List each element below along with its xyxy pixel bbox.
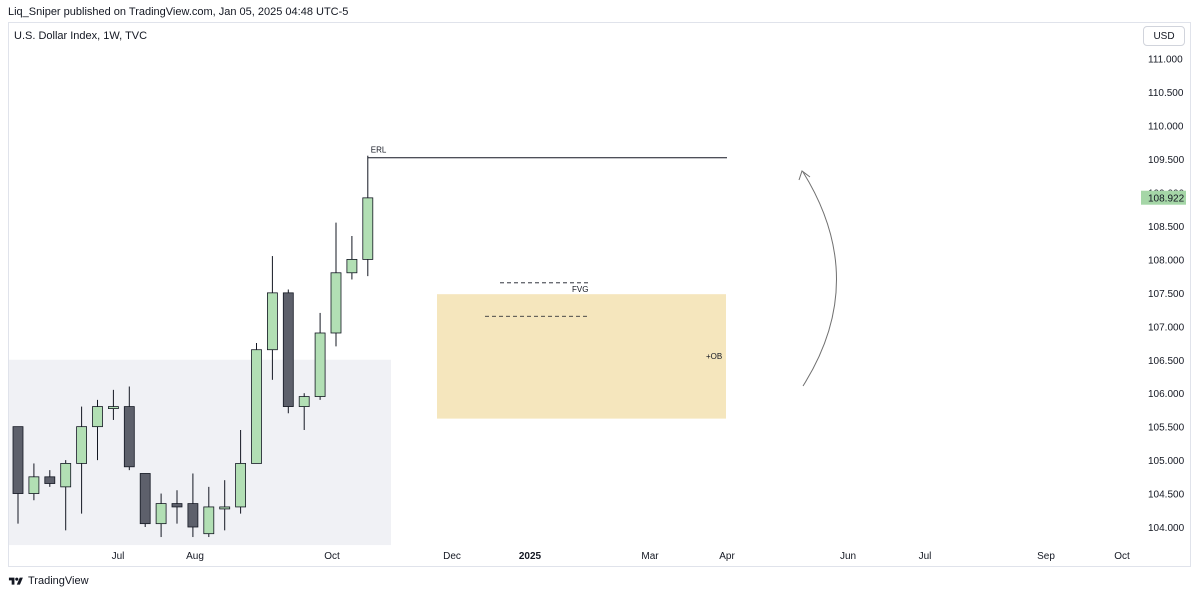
publisher-line: Liq_Sniper published on TradingView.com,… bbox=[8, 6, 349, 18]
y-tick-label: 104.000 bbox=[1148, 523, 1185, 534]
candle-body bbox=[12, 426, 24, 494]
last-price-label: 108.922 bbox=[1148, 194, 1185, 205]
candle-body bbox=[60, 463, 72, 488]
fvg-label: FVG bbox=[572, 285, 588, 294]
candle-body bbox=[203, 506, 215, 535]
candle-body bbox=[171, 503, 183, 508]
footer-brand[interactable]: TradingView bbox=[8, 575, 89, 587]
y-tick-label: 105.500 bbox=[1148, 423, 1185, 434]
candle-body bbox=[235, 463, 247, 508]
last-price-tag bbox=[1141, 190, 1186, 205]
x-tick-label: Oct bbox=[1114, 551, 1130, 562]
x-tick-label: Mar bbox=[641, 551, 659, 562]
erl-label: ERL bbox=[371, 146, 387, 155]
symbol-title: U.S. Dollar Index, 1W, TVC bbox=[14, 30, 148, 42]
candle-body bbox=[251, 349, 262, 464]
arc-arrow-head bbox=[798, 170, 811, 181]
x-tick-label: Dec bbox=[443, 551, 461, 562]
x-tick-label: Jul bbox=[919, 551, 932, 562]
candle-body bbox=[314, 332, 326, 397]
y-tick-label: 107.500 bbox=[1148, 289, 1185, 300]
candle-body bbox=[298, 396, 310, 407]
y-tick-label: 107.000 bbox=[1148, 322, 1185, 333]
range-box bbox=[9, 359, 391, 546]
candle-body bbox=[92, 406, 103, 428]
footer-brand-label: TradingView bbox=[28, 575, 89, 587]
x-tick-label: Oct bbox=[324, 551, 340, 562]
y-tick-label: 106.500 bbox=[1148, 356, 1185, 367]
ob-label: +OB bbox=[706, 352, 722, 361]
candle-body bbox=[28, 476, 40, 494]
ob-zone bbox=[437, 294, 726, 419]
y-tick-label: 110.000 bbox=[1148, 122, 1184, 133]
x-tick-label: Jul bbox=[112, 551, 125, 562]
candle-body bbox=[44, 476, 56, 484]
candle-body bbox=[187, 503, 199, 528]
y-tick-label: 104.500 bbox=[1148, 490, 1185, 501]
candle-body bbox=[76, 426, 87, 464]
y-tick-label: 111.000 bbox=[1148, 55, 1183, 66]
x-tick-label: Aug bbox=[186, 551, 204, 562]
candle-body bbox=[330, 272, 342, 334]
y-tick-label: 110.500 bbox=[1148, 88, 1184, 99]
chart-frame bbox=[8, 22, 1191, 567]
candle-body bbox=[139, 473, 151, 525]
x-tick-label: Apr bbox=[719, 551, 735, 562]
candle-body bbox=[123, 406, 135, 468]
candle-body bbox=[346, 258, 358, 274]
y-tick-label: 108.500 bbox=[1148, 222, 1185, 233]
candle-body bbox=[219, 506, 231, 510]
candle-body bbox=[266, 292, 278, 351]
x-tick-label: Jun bbox=[840, 551, 856, 562]
y-tick-label: 105.000 bbox=[1148, 456, 1185, 467]
y-tick-label: 109.500 bbox=[1148, 155, 1185, 166]
tradingview-logo-icon bbox=[8, 577, 23, 585]
currency-button[interactable]: USD bbox=[1143, 26, 1185, 46]
candle-body bbox=[362, 197, 374, 260]
candle-body bbox=[282, 292, 294, 407]
candle-body bbox=[155, 503, 167, 525]
y-tick-label: 108.000 bbox=[1148, 255, 1185, 266]
y-tick-label: 106.000 bbox=[1148, 389, 1185, 400]
x-tick-label: Sep bbox=[1037, 551, 1055, 562]
candle-body bbox=[108, 406, 119, 409]
arc-arrow bbox=[802, 171, 837, 387]
x-tick-label: 2025 bbox=[519, 551, 542, 562]
